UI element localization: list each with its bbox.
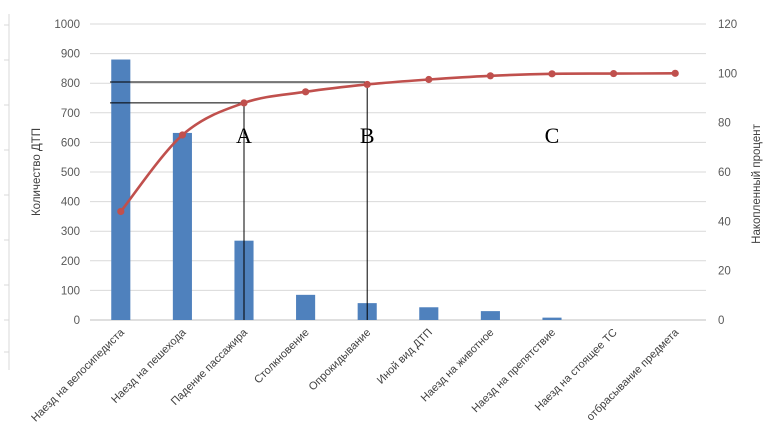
- y2-tick-label: 80: [718, 118, 731, 130]
- y2-tick-label: 40: [718, 216, 731, 228]
- line-point: [671, 69, 679, 77]
- left-axis-ticks: 0 100 200 300 400 500 600 700 800 900 1000: [54, 19, 80, 327]
- y2-axis-title: Накопленный процент: [751, 123, 763, 243]
- y-tick-label: 400: [61, 197, 80, 209]
- cumulative-line: [119, 72, 676, 213]
- zone-label: B: [360, 123, 375, 148]
- y-tick-label: 100: [61, 285, 80, 297]
- y-tick-label: 900: [61, 49, 80, 61]
- cutoff-lines: [110, 81, 368, 320]
- bar: [172, 132, 192, 320]
- y2-tick-label: 60: [718, 167, 731, 179]
- y-tick-label: 500: [61, 167, 80, 179]
- cumulative-percent-series: [117, 69, 679, 216]
- bar: [480, 311, 500, 320]
- zone-label: C: [545, 123, 560, 148]
- grid-lines: [90, 23, 706, 321]
- y-tick-label: 800: [61, 78, 80, 90]
- y-tick-label: 200: [61, 256, 80, 268]
- line-point: [486, 72, 494, 80]
- line-point: [425, 75, 433, 84]
- line-point: [363, 80, 371, 89]
- zone-labels: A B C: [236, 123, 559, 148]
- bar: [542, 317, 562, 320]
- y-tick-label: 700: [61, 108, 80, 120]
- bar: [419, 307, 439, 320]
- y2-tick-label: 0: [718, 315, 724, 327]
- y2-tick-label: 120: [718, 19, 737, 31]
- y-tick-label: 1000: [54, 19, 80, 31]
- bar-series: [111, 59, 562, 321]
- right-axis-ticks: 0 20 40 60 80 100 120: [718, 19, 737, 327]
- bar: [111, 59, 131, 321]
- line-point: [548, 70, 556, 78]
- category-label: Столкновение: [252, 327, 312, 387]
- category-label: Иной вид ДТП: [375, 327, 435, 387]
- y-axis-title: Количество ДТП: [31, 128, 43, 216]
- y-tick-label: 300: [61, 226, 80, 238]
- zone-label: A: [236, 123, 252, 148]
- line-point: [117, 207, 125, 216]
- line-point: [178, 131, 186, 139]
- y-tick-label: 600: [61, 137, 80, 149]
- y2-tick-label: 20: [718, 266, 731, 278]
- left-axis-stubs: [4, 24, 9, 353]
- y-tick-label: 0: [74, 315, 80, 327]
- line-point: [240, 99, 248, 107]
- line-point: [302, 88, 310, 96]
- line-point: [610, 69, 618, 78]
- category-label: Опрокидывание: [307, 327, 374, 394]
- category-label: Наезд на велосипедиста: [29, 326, 127, 424]
- y2-tick-label: 100: [718, 68, 737, 80]
- bar: [296, 294, 316, 320]
